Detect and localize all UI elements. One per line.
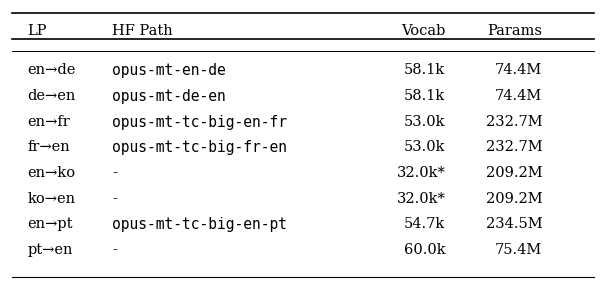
Text: fr→en: fr→en (27, 140, 70, 155)
Text: HF Path: HF Path (112, 24, 173, 38)
Text: 58.1k: 58.1k (404, 89, 445, 103)
Text: en→pt: en→pt (27, 217, 73, 232)
Text: opus-mt-tc-big-en-fr: opus-mt-tc-big-en-fr (112, 115, 287, 130)
Text: opus-mt-tc-big-fr-en: opus-mt-tc-big-fr-en (112, 140, 287, 155)
Text: 232.7M: 232.7M (486, 115, 542, 129)
Text: opus-mt-en-de: opus-mt-en-de (112, 63, 226, 78)
Text: 54.7k: 54.7k (404, 217, 445, 232)
Text: Vocab: Vocab (401, 24, 445, 38)
Text: 32.0k*: 32.0k* (396, 166, 445, 180)
Text: en→de: en→de (27, 63, 76, 78)
Text: en→ko: en→ko (27, 166, 75, 180)
Text: -: - (112, 192, 117, 206)
Text: pt→en: pt→en (27, 243, 73, 257)
Text: 209.2M: 209.2M (486, 192, 542, 206)
Text: 32.0k*: 32.0k* (396, 192, 445, 206)
Text: opus-mt-de-en: opus-mt-de-en (112, 89, 226, 104)
Text: opus-mt-tc-big-en-pt: opus-mt-tc-big-en-pt (112, 217, 287, 232)
Text: ko→en: ko→en (27, 192, 75, 206)
Text: Params: Params (487, 24, 542, 38)
Text: -: - (112, 243, 117, 257)
Text: 58.1k: 58.1k (404, 63, 445, 78)
Text: de→en: de→en (27, 89, 76, 103)
Text: 74.4M: 74.4M (495, 89, 542, 103)
Text: 75.4M: 75.4M (495, 243, 542, 257)
Text: 53.0k: 53.0k (404, 115, 445, 129)
Text: LP: LP (27, 24, 47, 38)
Text: 60.0k: 60.0k (404, 243, 445, 257)
Text: 74.4M: 74.4M (495, 63, 542, 78)
Text: en→fr: en→fr (27, 115, 70, 129)
Text: 234.5M: 234.5M (486, 217, 542, 232)
Text: 209.2M: 209.2M (486, 166, 542, 180)
Text: 232.7M: 232.7M (486, 140, 542, 155)
Text: 53.0k: 53.0k (404, 140, 445, 155)
Text: -: - (112, 166, 117, 180)
